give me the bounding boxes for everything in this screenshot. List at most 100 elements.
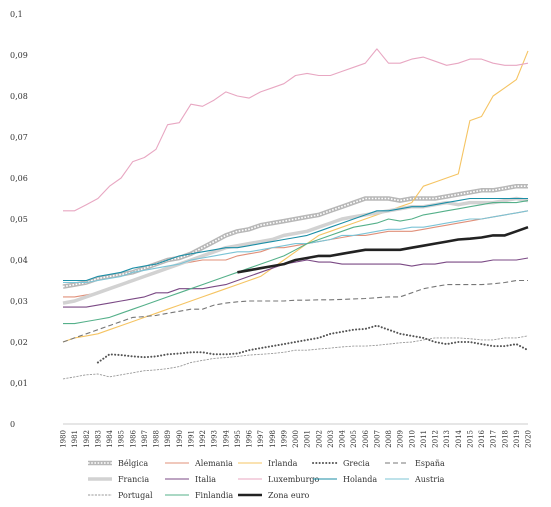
legend-label: Austria — [414, 475, 445, 484]
x-tick-label: 1986 — [129, 429, 137, 447]
x-tick-label: 2020 — [525, 430, 533, 448]
series-1-line — [63, 210, 529, 298]
y-tick-label: 0,02 — [10, 338, 28, 347]
x-tick-label: 2004 — [339, 429, 347, 447]
x-tick-label: 2010 — [408, 430, 416, 448]
x-tick-label: 2016 — [478, 429, 486, 447]
legend-item: Portugal — [88, 491, 153, 500]
x-tick-label: 1987 — [141, 430, 149, 448]
x-tick-label: 1988 — [153, 430, 161, 448]
x-tick-label: 2017 — [490, 430, 498, 448]
series-path — [63, 257, 529, 308]
y-tick-label: 0,07 — [10, 133, 28, 142]
y-tick-label: 0,05 — [10, 215, 28, 224]
series-10-line — [62, 335, 529, 380]
legend-label: España — [415, 459, 445, 468]
series-path — [62, 185, 528, 288]
x-tick-label: 2002 — [315, 430, 323, 448]
series-4-line — [62, 279, 528, 343]
x-tick-label: 1985 — [118, 430, 126, 448]
x-tick-label: 1980 — [60, 430, 68, 448]
legend-item: España — [385, 459, 445, 468]
x-tick-label: 2019 — [513, 430, 521, 448]
x-tick-label: 2009 — [397, 430, 405, 448]
series-5-line — [62, 196, 529, 305]
series-path — [63, 210, 529, 298]
series-11-line — [63, 200, 529, 325]
series-path — [237, 225, 529, 274]
series-path — [96, 324, 529, 364]
x-tick-label: 2007 — [373, 430, 381, 448]
legend-label: Portugal — [118, 491, 153, 500]
legend-label: Finlandia — [195, 491, 233, 500]
legend-label: Alemania — [194, 459, 233, 468]
x-tick-label: 1995 — [234, 430, 242, 448]
x-tick-label: 1994 — [222, 429, 230, 447]
y-tick-label: 0,1 — [10, 10, 23, 19]
x-tick-label: 1999 — [280, 430, 288, 448]
x-tick-label: 1984 — [106, 429, 114, 447]
x-tick-label: 1981 — [71, 430, 79, 448]
x-tick-label: 2008 — [385, 430, 393, 448]
x-tick-label: 2015 — [466, 430, 474, 448]
y-tick-label: 0,04 — [10, 256, 28, 265]
x-tick-label: 1997 — [257, 430, 265, 448]
x-tick-label: 1998 — [269, 430, 277, 448]
x-tick-label: 2000 — [292, 430, 300, 448]
x-tick-label: 1989 — [164, 430, 172, 448]
series-lines — [62, 48, 529, 380]
series-path — [62, 335, 529, 380]
series-path — [62, 196, 529, 305]
x-tick-label: 2012 — [432, 430, 440, 448]
x-tick-label: 2013 — [443, 430, 451, 448]
x-tick-label: 2011 — [420, 430, 428, 448]
x-tick-label: 2014 — [455, 429, 463, 447]
series-7-line — [63, 48, 529, 212]
x-tick-label: 2018 — [501, 430, 509, 448]
x-tick-label: 1993 — [211, 430, 219, 448]
legend-item: Finlandia — [165, 491, 233, 500]
y-tick-label: 0 — [10, 420, 15, 429]
series-2-line — [62, 50, 529, 343]
x-tick-label: 2003 — [327, 430, 335, 448]
x-tick-label: 1996 — [246, 429, 254, 447]
legend: Bélgica Alemania Irlanda Grecia España Franci… — [88, 459, 445, 500]
y-tick-label: 0,03 — [10, 297, 28, 306]
legend-item: Italia — [165, 475, 216, 484]
series-path — [63, 210, 529, 284]
x-tick-label: 2006 — [362, 429, 370, 447]
series-path — [63, 48, 529, 212]
legend-item: Holanda — [313, 475, 377, 484]
legend-item: Bélgica — [88, 459, 148, 468]
x-tick-label: 1982 — [83, 430, 91, 448]
legend-item: Luxemburgo — [238, 475, 320, 484]
series-3-line — [96, 324, 529, 364]
series-path — [62, 50, 529, 343]
x-tick-label: 1983 — [94, 430, 102, 448]
legend-label: Italia — [195, 475, 216, 484]
x-tick-label: 2001 — [304, 430, 312, 448]
series-6-line — [63, 257, 529, 308]
series-path — [63, 200, 529, 325]
x-tick-label: 1992 — [199, 430, 207, 448]
legend-label: Zona euro — [268, 491, 310, 500]
x-tick-label: 1990 — [176, 430, 184, 448]
legend-label: Irlanda — [268, 459, 298, 468]
legend-label: Bélgica — [118, 459, 148, 468]
legend-item: Austria — [385, 475, 445, 484]
y-tick-label: 0,01 — [10, 379, 28, 388]
x-tick-label: 2005 — [350, 430, 358, 448]
series-9-line — [63, 210, 529, 284]
legend-label: Grecia — [343, 459, 370, 468]
legend-item: Irlanda — [238, 459, 298, 468]
y-tick-label: 0,06 — [10, 174, 28, 183]
series-8-line — [63, 197, 528, 282]
series-path — [63, 197, 528, 282]
legend-label: Holanda — [343, 475, 377, 484]
y-tick-label: 0,09 — [10, 51, 28, 60]
axes: 0 0,01 0,02 0,03 0,04 0,05 0,06 0,07 0,08 0,09 0,1… — [10, 10, 533, 448]
legend-item: Francia — [88, 475, 149, 484]
series-12-line — [237, 225, 529, 274]
legend-item: Zona euro — [238, 491, 310, 500]
